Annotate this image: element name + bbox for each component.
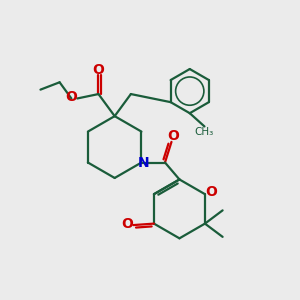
Text: O: O bbox=[92, 63, 104, 76]
Text: CH₃: CH₃ bbox=[195, 127, 214, 137]
Text: O: O bbox=[168, 129, 179, 143]
Text: O: O bbox=[206, 185, 218, 199]
Text: O: O bbox=[121, 218, 133, 232]
Text: O: O bbox=[65, 90, 77, 104]
Text: N: N bbox=[138, 155, 150, 170]
